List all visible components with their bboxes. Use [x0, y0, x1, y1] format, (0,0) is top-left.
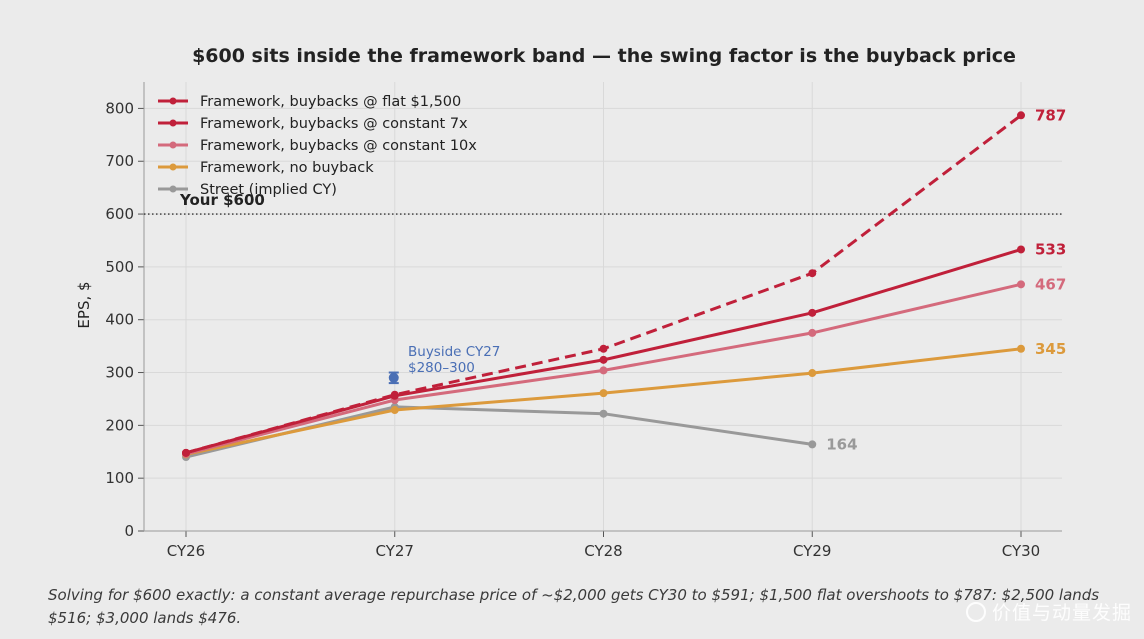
series-point — [1017, 111, 1025, 120]
legend-marker — [169, 141, 177, 149]
legend-marker — [169, 119, 177, 127]
x-tick-label: CY26 — [167, 542, 205, 560]
end-value-label: 467 — [1035, 275, 1066, 293]
watermark-text: 价值与动量发掘 — [991, 602, 1132, 624]
series-point — [599, 409, 608, 418]
series-point — [808, 369, 817, 378]
buyside-group: Buyside CY27 $280–300 — [388, 344, 500, 385]
y-tick-label: 800 — [105, 99, 134, 117]
legend: Framework, buybacks @ flat $1,500 Framewo… — [158, 94, 477, 198]
legend-label: Street (implied CY) — [200, 182, 337, 198]
series-group: 164 345 467 533 787 — [182, 106, 1066, 462]
y-tick-label: 300 — [105, 364, 134, 382]
watermark: 价值与动量发掘 — [965, 598, 1132, 625]
y-tick-label: 200 — [105, 416, 134, 434]
legend-label: Framework, buybacks @ flat $1,500 — [200, 94, 461, 110]
series-point — [1017, 344, 1025, 353]
legend-label: Framework, no buyback — [200, 160, 374, 176]
y-tick-label: 0 — [124, 522, 134, 540]
y-tick-label: 600 — [105, 205, 134, 223]
legend-label: Framework, buybacks @ constant 10x — [200, 138, 477, 154]
x-tick-label: CY28 — [584, 542, 622, 560]
end-value-label: 787 — [1035, 106, 1066, 124]
y-axis-label: EPS, $ — [75, 281, 93, 328]
series-point — [182, 448, 190, 457]
buyside-label: Buyside CY27 — [408, 344, 500, 360]
series-point — [808, 308, 817, 317]
legend-marker — [169, 185, 177, 193]
end-value-label: 533 — [1035, 240, 1066, 258]
x-tick-label: CY29 — [793, 542, 831, 560]
series-point — [808, 440, 817, 449]
chart-caption: Solving for $600 exactly: a constant ave… — [48, 586, 1100, 627]
series-point — [390, 406, 399, 415]
end-value-label: 164 — [826, 435, 857, 453]
y-tick-label: 700 — [105, 152, 134, 170]
buyside-range-label: $280–300 — [408, 360, 475, 376]
x-tick-label: CY27 — [376, 542, 414, 560]
series-point — [1017, 245, 1025, 254]
buyside-point — [388, 372, 399, 383]
series-line — [185, 405, 813, 459]
legend-marker — [169, 97, 177, 105]
series-point — [599, 355, 608, 364]
y-tick-label: 400 — [105, 311, 134, 329]
y-tick-label: 500 — [105, 258, 134, 276]
series-point — [808, 269, 817, 278]
axes: CY26 CY27 CY28 CY29 CY30 0 100 200 300 400 500 600 7… — [105, 82, 1062, 560]
series-point — [1017, 280, 1025, 289]
chart-title: $600 sits inside the framework band — th… — [192, 45, 1016, 67]
reference-line-label: Your $600 — [179, 191, 265, 209]
series-point — [599, 344, 608, 353]
y-tick-label: 100 — [105, 469, 134, 487]
series-point — [808, 328, 817, 337]
watermark-logo-icon — [965, 601, 986, 622]
series-point — [599, 366, 608, 375]
x-tick-label: CY30 — [1002, 542, 1040, 560]
series-point — [390, 390, 399, 399]
series-point — [599, 389, 608, 398]
legend-marker — [169, 163, 177, 171]
eps-line-chart: $600 sits inside the framework band — th… — [75, 45, 1066, 560]
legend-label: Framework, buybacks @ constant 7x — [200, 116, 468, 132]
reference-line-group: Your $600 — [144, 191, 1062, 215]
end-value-label: 345 — [1035, 340, 1066, 358]
